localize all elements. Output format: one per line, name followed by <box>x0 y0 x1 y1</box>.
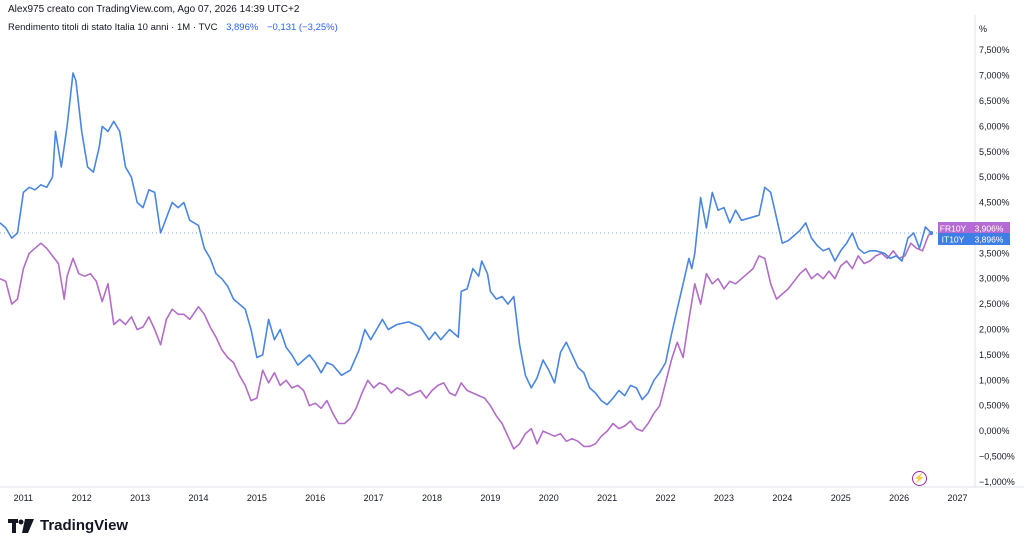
x-tick-label: 2026 <box>889 493 909 503</box>
y-tick-label: 7,500% <box>979 45 1010 55</box>
flash-icon[interactable]: ⚡ <box>912 471 927 486</box>
price-tag-it10y: IT10Y 3,896% <box>938 233 1010 246</box>
x-tick-label: 2011 <box>14 493 33 503</box>
tag-value-box <box>968 233 1010 246</box>
series-line-it10y <box>0 72 932 406</box>
y-tick-label: 3,000% <box>979 274 1010 284</box>
tag-value: 3,906% <box>975 224 1004 234</box>
change-value: −0,131 (−3,25%) <box>266 22 338 33</box>
x-tick-label: 2022 <box>656 493 676 503</box>
x-tick-label: 2012 <box>72 493 92 503</box>
series-line-fr10y <box>0 232 932 450</box>
y-tick-label: 5,000% <box>979 172 1010 182</box>
x-tick-label: 2025 <box>831 493 851 503</box>
tag-value: 3,896% <box>975 235 1004 245</box>
y-tick-label: 2,000% <box>979 325 1010 335</box>
x-tick-label: 2014 <box>188 493 208 503</box>
y-tick-label: 2,500% <box>979 299 1010 309</box>
last-value: 3,896% <box>226 22 259 33</box>
y-tick-label: 1,000% <box>979 375 1010 385</box>
y-tick-label: −0,500% <box>979 452 1015 462</box>
tradingview-logo: TradingView <box>8 517 128 534</box>
y-tick-label: 0,500% <box>979 401 1010 411</box>
tag-name: FR10Y <box>940 224 967 234</box>
y-tick-label: 7,000% <box>979 71 1010 81</box>
x-tick-label: 2016 <box>305 493 325 503</box>
tag-value-box <box>968 222 1010 235</box>
y-tick-label: −1,000% <box>979 477 1015 487</box>
y-tick-label: 6,500% <box>979 96 1010 106</box>
y-tick-label: 1,500% <box>979 350 1010 360</box>
x-tick-label: 2027 <box>947 493 967 503</box>
y-tick-label: 3,500% <box>979 248 1010 258</box>
x-tick-label: 2019 <box>480 493 500 503</box>
y-tick-label: 6,000% <box>979 121 1010 131</box>
last-point-marker <box>929 231 934 236</box>
y-tick-label: 0,000% <box>979 426 1010 436</box>
symbol-title: Rendimento titoli di stato Italia 10 ann… <box>8 22 218 33</box>
tv-logo-icon <box>8 518 34 533</box>
x-tick-label: 2020 <box>539 493 559 503</box>
price-tag-fr10y: FR10Y 3,906% <box>938 222 1010 235</box>
author-line: Alex975 creato con TradingView.com, Ago … <box>8 4 300 15</box>
y-tick-label: 4,500% <box>979 198 1010 208</box>
tag-name-box <box>938 222 968 235</box>
y-tick-label: 5,500% <box>979 147 1010 157</box>
x-tick-label: 2024 <box>772 493 792 503</box>
x-tick-label: 2023 <box>714 493 734 503</box>
y-axis-unit: % <box>979 24 987 34</box>
x-tick-label: 2017 <box>364 493 384 503</box>
tag-name: IT10Y <box>942 235 965 245</box>
x-tick-label: 2015 <box>247 493 267 503</box>
x-tick-label: 2021 <box>597 493 617 503</box>
symbol-header: Rendimento titoli di stato Italia 10 ann… <box>8 22 338 33</box>
x-tick-label: 2018 <box>422 493 442 503</box>
tag-name-box <box>938 233 968 246</box>
x-tick-label: 2013 <box>130 493 150 503</box>
brand-name: TradingView <box>40 517 129 534</box>
